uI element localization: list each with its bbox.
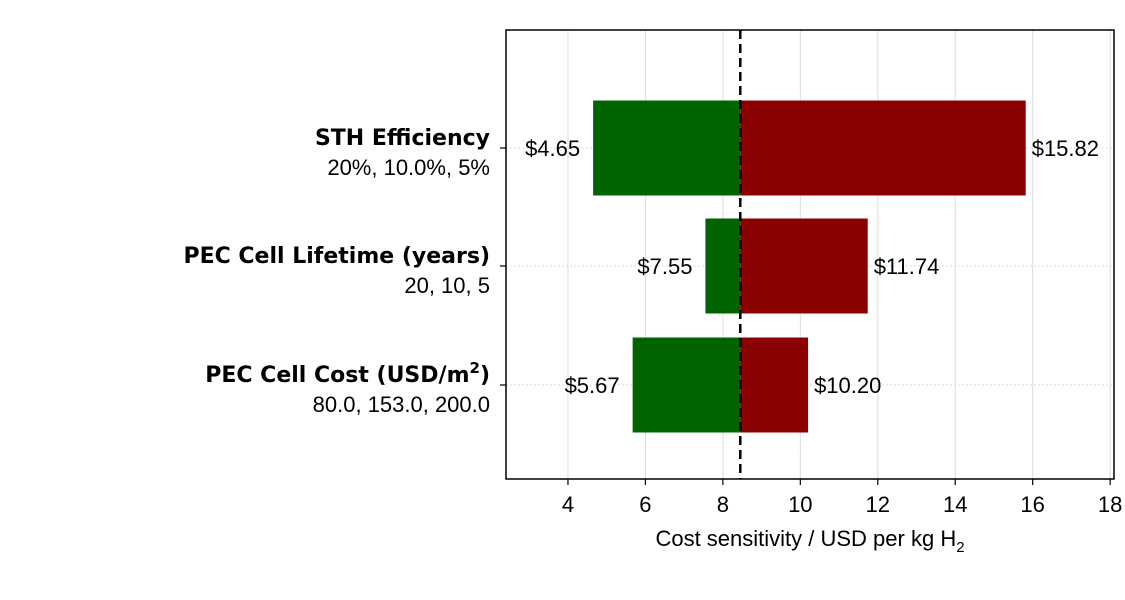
category-title: PEC Cell Lifetime (years) — [183, 244, 490, 269]
bar-low — [705, 218, 741, 314]
data-label-high: $10.20 — [814, 373, 881, 398]
x-tick-label: 18 — [1098, 492, 1122, 517]
bars — [593, 30, 1026, 479]
data-label-low: $7.55 — [637, 254, 692, 279]
bar-low — [632, 337, 741, 433]
bar-low — [593, 100, 741, 196]
x-axis-ticks: 4 6 8 10 12 14 16 18 — [562, 479, 1122, 517]
x-tick-label: 14 — [943, 492, 967, 517]
x-tick-label: 6 — [639, 492, 651, 517]
category-subtitle: 20%, 10.0%, 5% — [327, 155, 490, 180]
bar-high — [740, 100, 1026, 196]
category-title: STH Efficiency — [315, 126, 490, 151]
data-label-low: $5.67 — [565, 373, 620, 398]
plot-frame — [505, 29, 1115, 480]
x-axis-label: Cost sensitivity / USD per kg H2 — [655, 526, 964, 556]
x-tick-label: 4 — [562, 492, 574, 517]
category-subtitle: 80.0, 153.0, 200.0 — [313, 392, 490, 417]
y-axis-categories: STH Efficiency 20%, 10.0%, 5% PEC Cell Lif… — [183, 126, 506, 417]
bar-high — [740, 218, 868, 314]
x-tick-label: 10 — [788, 492, 812, 517]
plot-border — [505, 29, 1115, 480]
x-tick-label: 12 — [866, 492, 890, 517]
data-label-low: $4.65 — [525, 136, 580, 161]
category-title: PEC Cell Cost (USD/m2) — [205, 359, 490, 388]
x-tick-label: 16 — [1020, 492, 1044, 517]
bar-high — [740, 337, 809, 433]
category-subtitle: 20, 10, 5 — [404, 273, 490, 298]
data-label-high: $15.82 — [1032, 136, 1099, 161]
data-labels: $4.65 $15.82 $7.55 $11.74 $5.67 $10.20 — [525, 136, 1099, 398]
data-label-high: $11.74 — [874, 254, 940, 279]
x-tick-label: 8 — [717, 492, 729, 517]
